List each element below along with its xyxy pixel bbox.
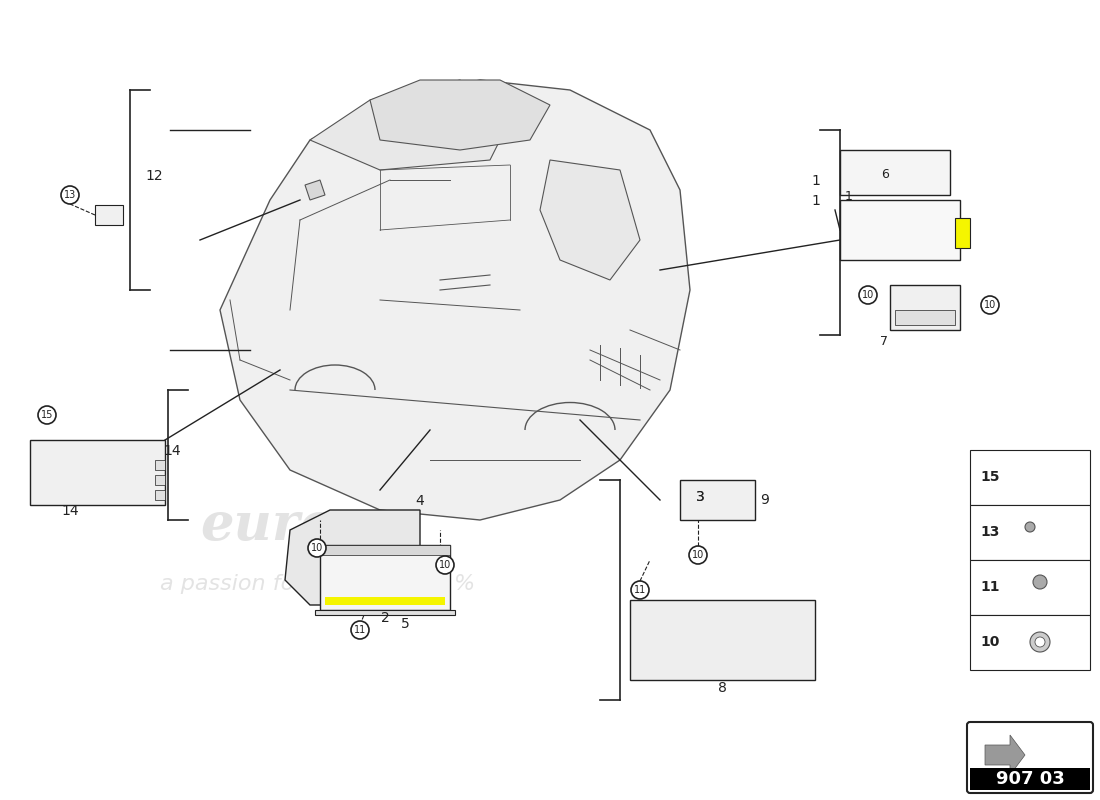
Circle shape <box>60 186 79 204</box>
Text: 11: 11 <box>634 585 646 595</box>
FancyBboxPatch shape <box>155 490 165 500</box>
Polygon shape <box>220 80 690 520</box>
Text: 1: 1 <box>811 194 819 208</box>
Circle shape <box>436 556 454 574</box>
Text: 8: 8 <box>717 681 726 695</box>
FancyBboxPatch shape <box>970 505 1090 560</box>
FancyBboxPatch shape <box>324 597 446 605</box>
Text: a passion for parts since 1%: a passion for parts since 1% <box>160 574 475 594</box>
FancyBboxPatch shape <box>970 560 1090 615</box>
Text: 10: 10 <box>983 300 997 310</box>
Circle shape <box>308 539 326 557</box>
Text: 10: 10 <box>439 560 451 570</box>
FancyBboxPatch shape <box>840 200 960 260</box>
Circle shape <box>1025 522 1035 532</box>
FancyBboxPatch shape <box>315 610 455 615</box>
FancyBboxPatch shape <box>320 545 450 555</box>
Circle shape <box>1033 575 1047 589</box>
Text: 2: 2 <box>381 611 389 625</box>
Polygon shape <box>540 160 640 280</box>
Text: 11: 11 <box>354 625 366 635</box>
Circle shape <box>1035 637 1045 647</box>
Text: 3: 3 <box>695 490 704 504</box>
Text: 5: 5 <box>400 617 409 631</box>
Circle shape <box>981 296 999 314</box>
Text: 15: 15 <box>41 410 53 420</box>
Circle shape <box>859 286 877 304</box>
Text: 4: 4 <box>415 494 424 508</box>
FancyBboxPatch shape <box>970 615 1090 670</box>
Polygon shape <box>984 735 1025 775</box>
Text: europ: europ <box>200 500 372 551</box>
Circle shape <box>1030 632 1050 652</box>
Text: 1: 1 <box>845 190 853 203</box>
Text: 3: 3 <box>695 490 704 504</box>
Text: 10: 10 <box>311 543 323 553</box>
FancyBboxPatch shape <box>895 310 955 325</box>
Circle shape <box>631 581 649 599</box>
Text: 10: 10 <box>692 550 704 560</box>
Text: 10: 10 <box>862 290 874 300</box>
FancyBboxPatch shape <box>320 545 450 610</box>
Text: 1: 1 <box>811 174 819 188</box>
Text: 14: 14 <box>62 504 79 518</box>
FancyBboxPatch shape <box>630 600 815 680</box>
FancyBboxPatch shape <box>155 460 165 470</box>
Text: 13: 13 <box>980 525 1000 539</box>
Text: 10: 10 <box>980 635 1000 649</box>
FancyBboxPatch shape <box>155 475 165 485</box>
FancyBboxPatch shape <box>970 768 1090 790</box>
Text: 13: 13 <box>64 190 76 200</box>
Text: 12: 12 <box>145 169 163 183</box>
Polygon shape <box>305 180 324 200</box>
Text: 9: 9 <box>760 493 769 507</box>
Circle shape <box>39 406 56 424</box>
Text: 6: 6 <box>881 169 889 182</box>
Text: 15: 15 <box>980 470 1000 484</box>
FancyBboxPatch shape <box>95 205 123 225</box>
Text: 7: 7 <box>880 335 888 348</box>
FancyBboxPatch shape <box>890 285 960 330</box>
FancyBboxPatch shape <box>970 450 1090 505</box>
Polygon shape <box>310 80 510 170</box>
Polygon shape <box>370 80 550 150</box>
Polygon shape <box>285 510 420 605</box>
Text: 14: 14 <box>163 444 180 458</box>
FancyBboxPatch shape <box>30 440 165 505</box>
Circle shape <box>351 621 369 639</box>
FancyBboxPatch shape <box>680 480 755 520</box>
Text: 11: 11 <box>980 580 1000 594</box>
FancyBboxPatch shape <box>967 722 1093 793</box>
Text: 907 03: 907 03 <box>996 770 1065 788</box>
Circle shape <box>689 546 707 564</box>
FancyBboxPatch shape <box>840 150 950 195</box>
FancyBboxPatch shape <box>955 218 970 248</box>
